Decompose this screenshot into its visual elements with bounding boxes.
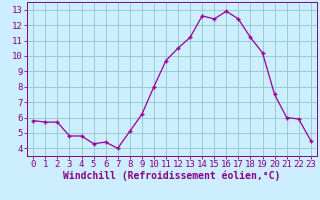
X-axis label: Windchill (Refroidissement éolien,°C): Windchill (Refroidissement éolien,°C) bbox=[63, 171, 281, 181]
